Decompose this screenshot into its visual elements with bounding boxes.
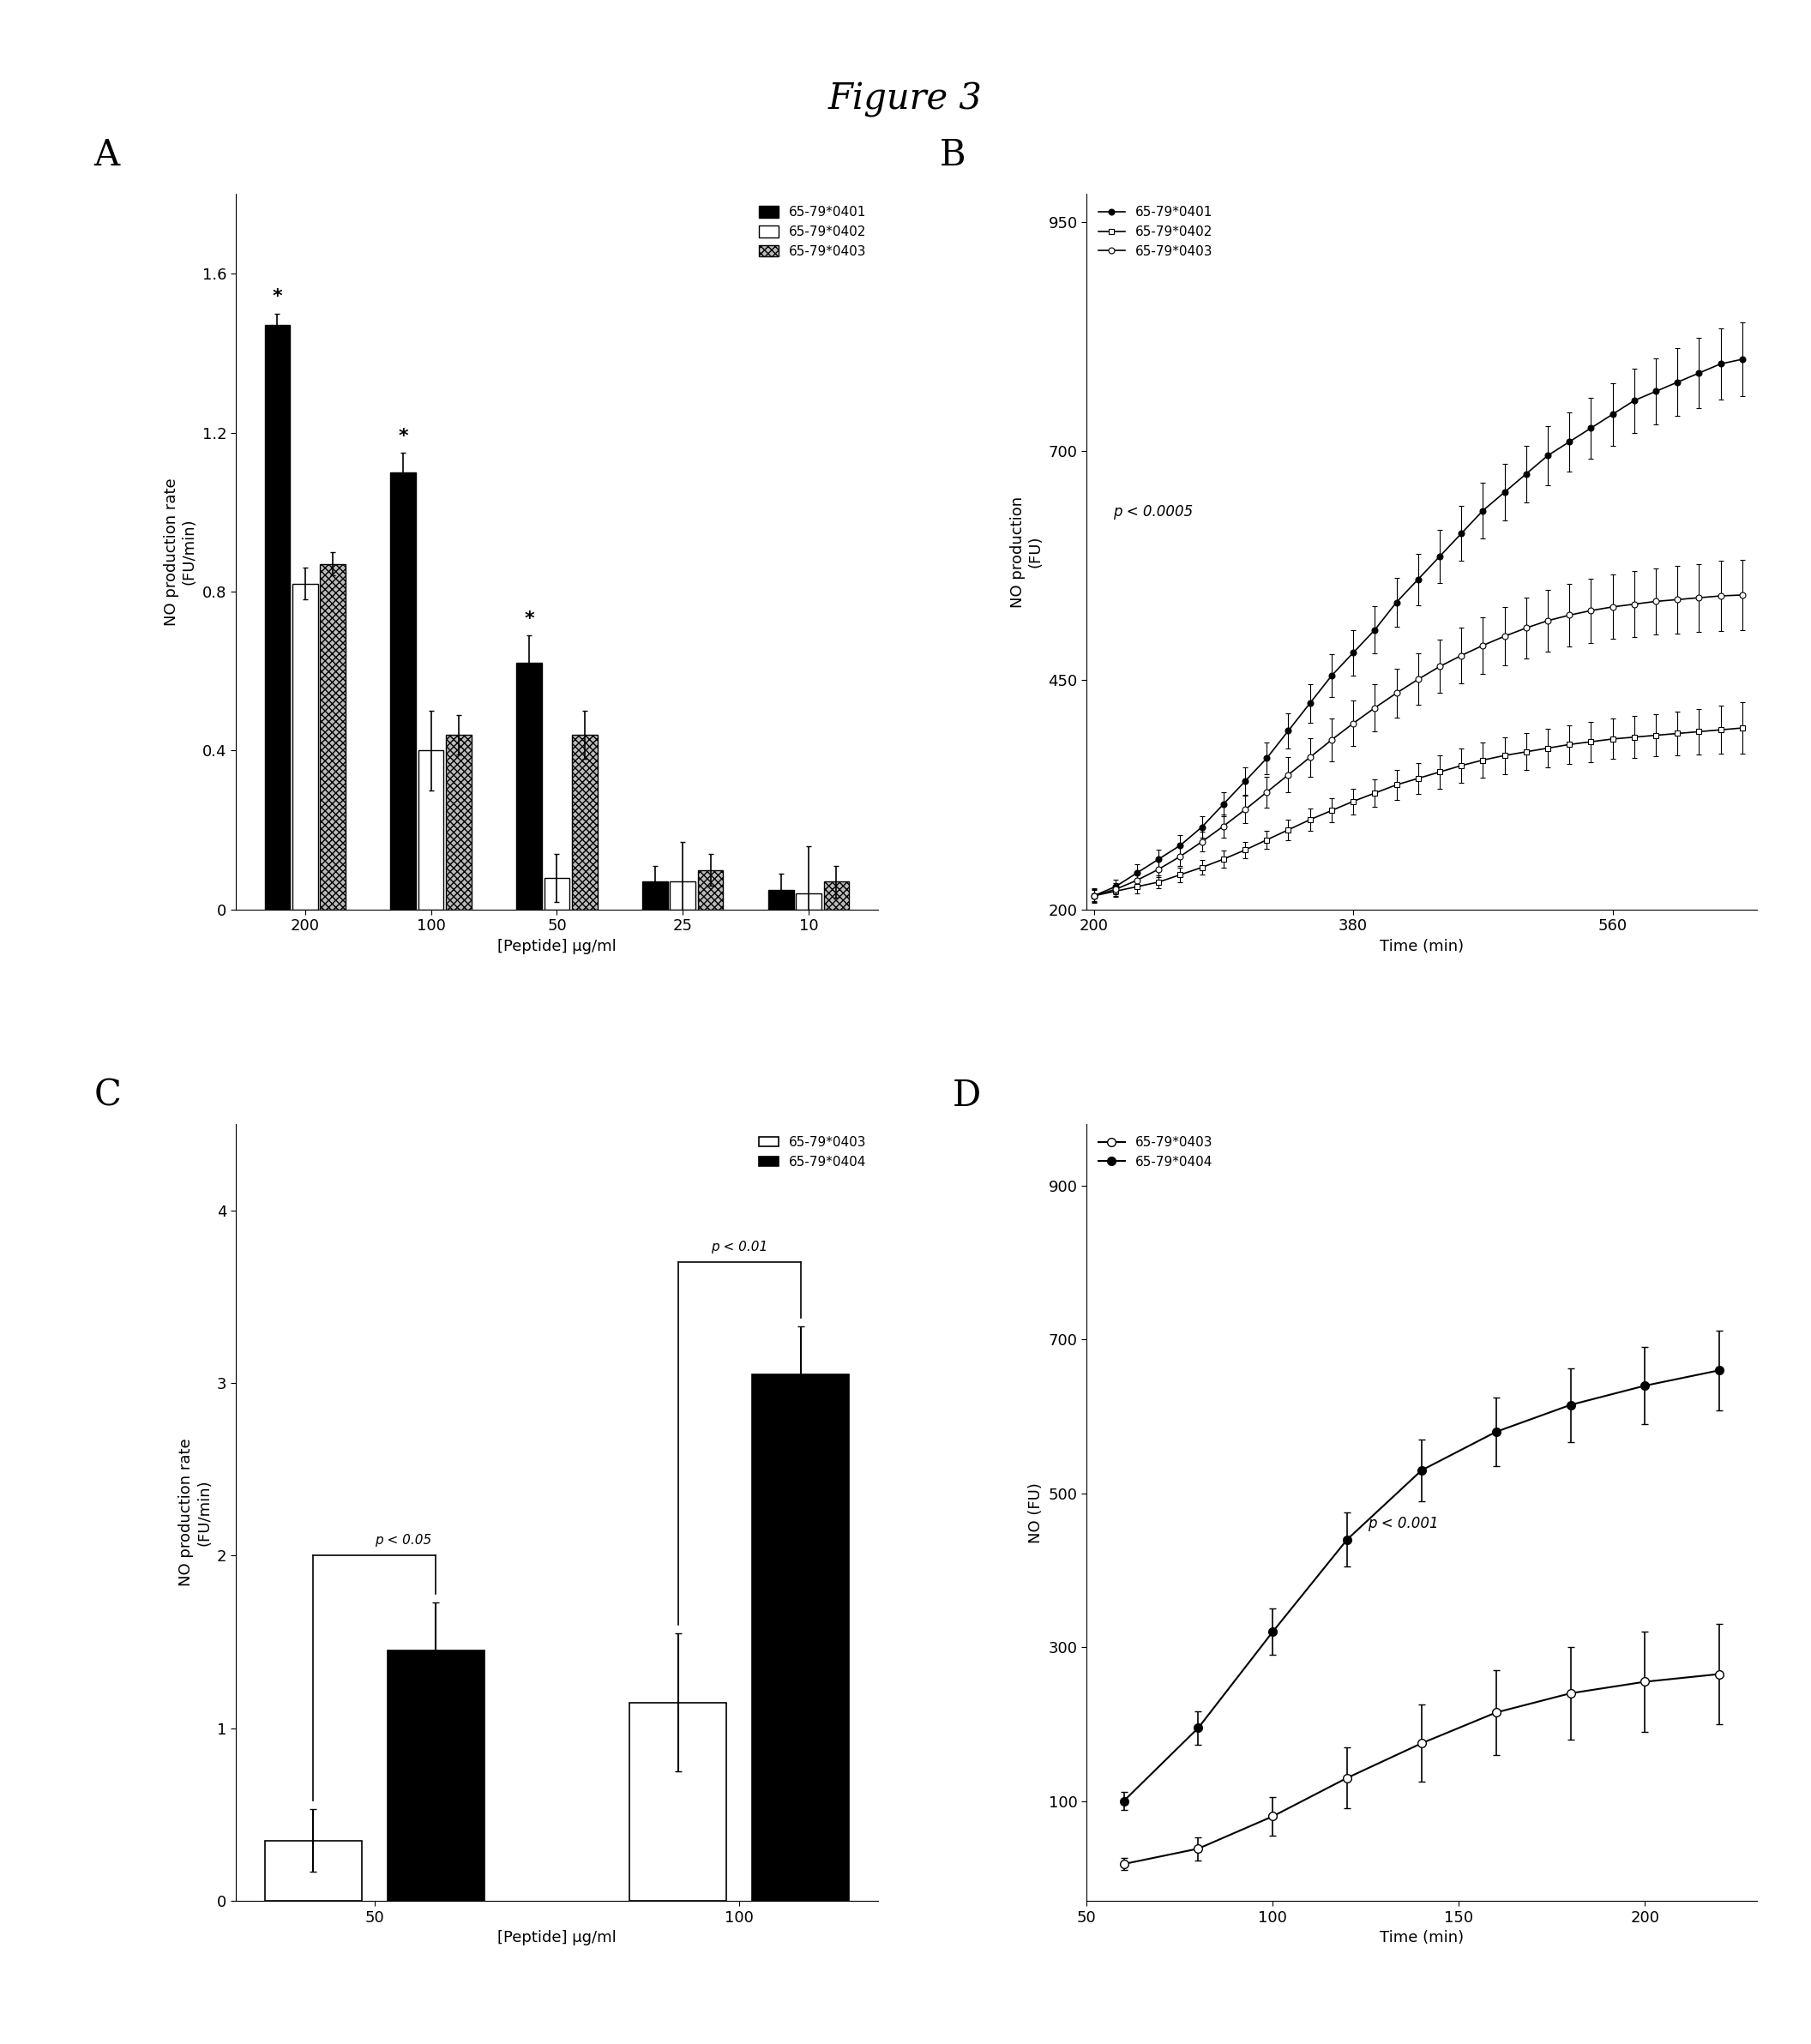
Y-axis label: NO production rate
(FU/min): NO production rate (FU/min) xyxy=(165,478,197,625)
Bar xyxy=(768,889,793,910)
X-axis label: [Peptide] μg/ml: [Peptide] μg/ml xyxy=(498,1930,616,1946)
Bar xyxy=(630,1703,726,1901)
Legend: 65-79*0403, 65-79*0404: 65-79*0403, 65-79*0404 xyxy=(1094,1130,1219,1173)
Text: D: D xyxy=(953,1077,982,1114)
Bar xyxy=(643,881,668,910)
Text: p < 0.05: p < 0.05 xyxy=(375,1535,431,1547)
Text: *: * xyxy=(523,611,534,628)
Bar xyxy=(292,585,319,910)
Bar xyxy=(670,881,695,910)
X-axis label: Time (min): Time (min) xyxy=(1380,1930,1463,1946)
Bar xyxy=(543,877,570,910)
Bar xyxy=(446,734,471,910)
Bar xyxy=(752,1374,849,1901)
Bar xyxy=(321,564,346,910)
Bar xyxy=(391,472,417,910)
Bar xyxy=(418,750,444,910)
Bar xyxy=(795,893,822,910)
Legend: 65-79*0401, 65-79*0402, 65-79*0403: 65-79*0401, 65-79*0402, 65-79*0403 xyxy=(753,200,871,264)
Y-axis label: NO production rate
(FU/min): NO production rate (FU/min) xyxy=(179,1439,212,1586)
Bar xyxy=(572,734,598,910)
Text: *: * xyxy=(398,427,407,446)
Text: A: A xyxy=(94,137,120,174)
Text: p < 0.001: p < 0.001 xyxy=(1367,1517,1440,1531)
Bar xyxy=(388,1652,484,1901)
Text: B: B xyxy=(940,137,965,174)
Text: C: C xyxy=(94,1077,121,1114)
Bar xyxy=(264,325,290,910)
Legend: 65-79*0403, 65-79*0404: 65-79*0403, 65-79*0404 xyxy=(753,1130,871,1173)
Bar xyxy=(516,662,541,910)
Bar xyxy=(824,881,849,910)
Text: Figure 3: Figure 3 xyxy=(828,82,983,119)
Y-axis label: NO (FU): NO (FU) xyxy=(1029,1482,1043,1543)
Bar xyxy=(264,1840,362,1901)
Text: *: * xyxy=(272,288,283,305)
X-axis label: Time (min): Time (min) xyxy=(1380,938,1463,955)
Text: p < 0.01: p < 0.01 xyxy=(712,1241,768,1253)
Bar xyxy=(697,871,723,910)
Text: p < 0.0005: p < 0.0005 xyxy=(1114,505,1193,519)
Legend: 65-79*0401, 65-79*0402, 65-79*0403: 65-79*0401, 65-79*0402, 65-79*0403 xyxy=(1094,200,1219,264)
Y-axis label: NO production
(FU): NO production (FU) xyxy=(1011,497,1043,607)
X-axis label: [Peptide] μg/ml: [Peptide] μg/ml xyxy=(498,938,616,955)
